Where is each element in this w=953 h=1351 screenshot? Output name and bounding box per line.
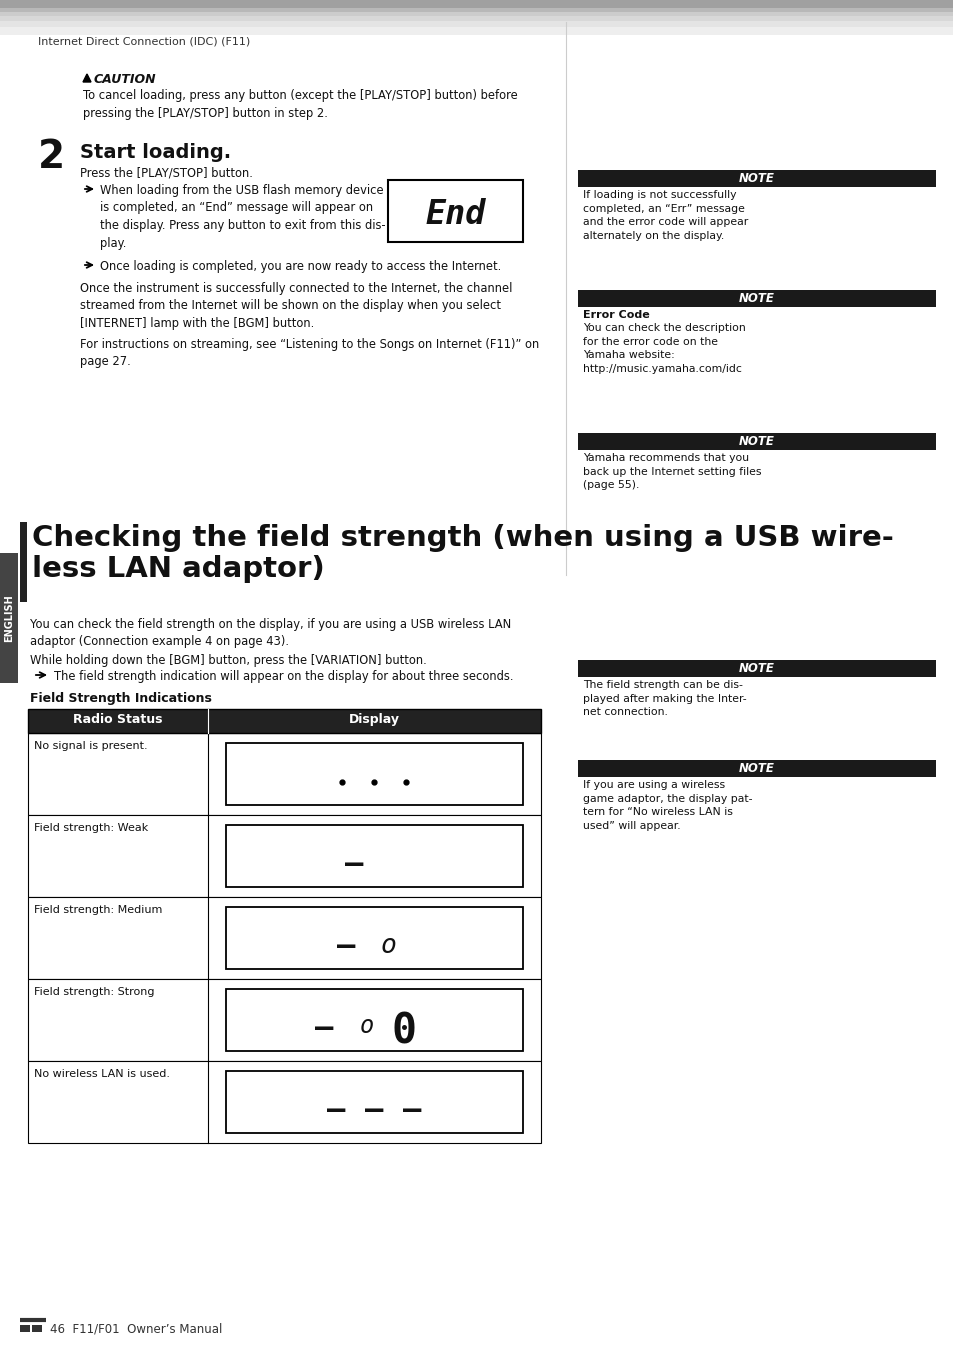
- Text: Display: Display: [349, 713, 399, 725]
- Bar: [20, 1325, 30, 1332]
- Bar: [578, 170, 935, 186]
- Text: For instructions on streaming, see “Listening to the Songs on Internet (F11)” on: For instructions on streaming, see “List…: [80, 338, 538, 369]
- Bar: [28, 709, 540, 734]
- Text: Once the instrument is successfully connected to the Internet, the channel
strea: Once the instrument is successfully conn…: [80, 282, 512, 330]
- Text: –: –: [345, 850, 363, 880]
- Text: NOTE: NOTE: [739, 435, 774, 449]
- Text: less LAN adaptor): less LAN adaptor): [32, 555, 324, 584]
- Text: When loading from the USB flash memory device
is completed, an “End” message wil: When loading from the USB flash memory d…: [100, 184, 385, 250]
- Bar: [0, 12, 953, 16]
- Text: Radio Status: Radio Status: [73, 713, 163, 725]
- Text: NOTE: NOTE: [739, 762, 774, 775]
- Polygon shape: [83, 74, 91, 82]
- Text: –: –: [327, 1096, 345, 1125]
- Bar: [226, 907, 522, 969]
- Bar: [0, 8, 953, 12]
- Text: While holding down the [BGM] button, press the [VARIATION] button.: While holding down the [BGM] button, pre…: [30, 654, 426, 667]
- Text: If loading is not successfully
completed, an “Err” message
and the error code wi: If loading is not successfully completed…: [582, 190, 747, 240]
- Text: Once loading is completed, you are now ready to access the Internet.: Once loading is completed, you are now r…: [100, 259, 500, 273]
- Bar: [226, 825, 522, 888]
- Bar: [20, 521, 27, 603]
- Bar: [0, 553, 18, 684]
- Text: NOTE: NOTE: [739, 172, 774, 185]
- Text: –: –: [315, 1015, 334, 1043]
- Text: Error Code: Error Code: [582, 309, 649, 320]
- Text: You can check the description
for the error code on the
Yamaha website:
http://m: You can check the description for the er…: [582, 323, 745, 374]
- Text: You can check the field strength on the display, if you are using a USB wireless: You can check the field strength on the …: [30, 617, 511, 648]
- Bar: [578, 761, 935, 777]
- Bar: [226, 989, 522, 1051]
- Bar: [32, 1325, 42, 1332]
- Text: –: –: [403, 1096, 421, 1125]
- Text: 46  F11/F01  Owner’s Manual: 46 F11/F01 Owner’s Manual: [50, 1323, 222, 1335]
- Bar: [28, 979, 540, 1061]
- Bar: [388, 180, 522, 242]
- Text: The field strength can be dis-
played after making the Inter-
net connection.: The field strength can be dis- played af…: [582, 680, 746, 717]
- Text: If you are using a wireless
game adaptor, the display pat-
tern for “No wireless: If you are using a wireless game adaptor…: [582, 780, 752, 831]
- Text: o: o: [380, 934, 396, 959]
- Text: Press the [PLAY/STOP] button.: Press the [PLAY/STOP] button.: [80, 166, 253, 178]
- Text: –: –: [337, 932, 355, 961]
- Text: CAUTION: CAUTION: [94, 73, 156, 86]
- Bar: [0, 16, 953, 22]
- Bar: [0, 22, 953, 27]
- Text: –: –: [365, 1096, 383, 1125]
- Text: The field strength indication will appear on the display for about three seconds: The field strength indication will appea…: [54, 670, 513, 684]
- Text: o: o: [359, 1015, 374, 1038]
- Bar: [28, 734, 540, 815]
- Text: NOTE: NOTE: [739, 292, 774, 305]
- Bar: [578, 661, 935, 677]
- Text: No signal is present.: No signal is present.: [34, 740, 148, 751]
- Text: ENGLISH: ENGLISH: [4, 594, 14, 642]
- Text: Field Strength Indications: Field Strength Indications: [30, 692, 212, 705]
- Text: 2: 2: [38, 138, 65, 176]
- Text: NOTE: NOTE: [739, 662, 774, 676]
- Bar: [578, 434, 935, 450]
- Bar: [0, 27, 953, 35]
- Text: Start loading.: Start loading.: [80, 143, 231, 162]
- Bar: [28, 1061, 540, 1143]
- Text: Field strength: Weak: Field strength: Weak: [34, 823, 148, 834]
- Text: Yamaha recommends that you
back up the Internet setting files
(page 55).: Yamaha recommends that you back up the I…: [582, 453, 760, 490]
- Bar: [28, 897, 540, 979]
- Text: End: End: [425, 197, 485, 231]
- Bar: [28, 815, 540, 897]
- Text: Field strength: Strong: Field strength: Strong: [34, 988, 154, 997]
- Text: Checking the field strength (when using a USB wire-: Checking the field strength (when using …: [32, 524, 893, 553]
- Text: Field strength: Medium: Field strength: Medium: [34, 905, 162, 915]
- Bar: [578, 290, 935, 307]
- Bar: [226, 743, 522, 805]
- Text: No wireless LAN is used.: No wireless LAN is used.: [34, 1069, 170, 1079]
- Text: Internet Direct Connection (IDC) (F11): Internet Direct Connection (IDC) (F11): [38, 36, 250, 47]
- Bar: [0, 0, 953, 8]
- Text: 0: 0: [392, 1011, 416, 1052]
- Bar: [226, 1071, 522, 1133]
- Text: To cancel loading, press any button (except the [PLAY/STOP] button) before
press: To cancel loading, press any button (exc…: [83, 89, 517, 119]
